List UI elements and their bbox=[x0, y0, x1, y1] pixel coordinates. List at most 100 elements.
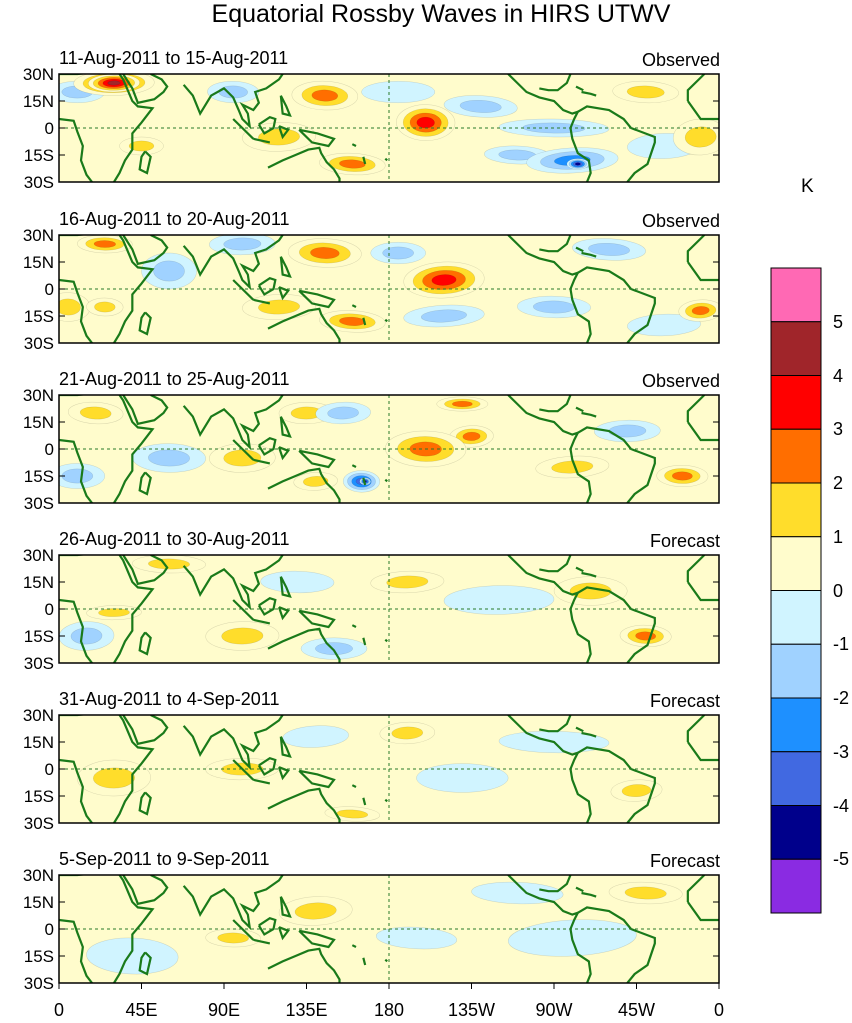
coastline bbox=[539, 74, 572, 92]
lat-label: 0 bbox=[44, 760, 54, 779]
anomaly-contour bbox=[61, 468, 94, 484]
coastline bbox=[59, 918, 93, 983]
coastline bbox=[279, 95, 292, 117]
coastline bbox=[232, 919, 255, 941]
colorbar-level-label: -4 bbox=[833, 795, 850, 816]
coastline bbox=[575, 886, 584, 893]
lat-label: 0 bbox=[44, 440, 54, 459]
coastline bbox=[267, 307, 341, 343]
lat-label: 15N bbox=[22, 573, 54, 592]
coastline bbox=[298, 929, 336, 949]
colorbar-swatch bbox=[770, 643, 822, 699]
panel-date-range: 26-Aug-2011 to 30-Aug-2011 bbox=[59, 529, 290, 549]
coastline bbox=[257, 436, 277, 456]
colorbar-swatch bbox=[770, 805, 822, 860]
coastline bbox=[182, 74, 284, 130]
lat-label: 30N bbox=[22, 546, 54, 565]
coastline bbox=[113, 555, 155, 663]
coastline bbox=[686, 741, 719, 762]
anomaly-contour bbox=[327, 406, 359, 420]
anomaly-contour bbox=[386, 575, 429, 589]
lat-label: 15S bbox=[23, 467, 54, 486]
colorbar-level-label: -2 bbox=[833, 688, 850, 708]
anomaly-contour bbox=[451, 400, 473, 408]
panel-type-label: Forecast bbox=[649, 851, 720, 871]
lat-label: 30N bbox=[22, 866, 54, 885]
lon-label: 180 bbox=[373, 1000, 405, 1020]
anomaly-contour bbox=[569, 582, 612, 600]
coastline bbox=[539, 715, 572, 733]
coastline bbox=[539, 555, 572, 573]
coastline bbox=[122, 875, 169, 906]
coastline bbox=[686, 421, 719, 442]
coastline bbox=[297, 69, 299, 73]
coastline bbox=[577, 746, 656, 823]
anomaly-contour bbox=[621, 784, 652, 797]
colorbar-level-label: -5 bbox=[833, 849, 850, 870]
anomaly-contour bbox=[260, 570, 335, 594]
coastline bbox=[279, 896, 292, 918]
anomaly-contour bbox=[684, 126, 717, 148]
coastline bbox=[351, 784, 357, 788]
anomaly-contour bbox=[93, 767, 135, 789]
figure-title: Equatorial Rossby Waves in HIRS UTWV bbox=[211, 0, 671, 28]
coastline bbox=[279, 256, 292, 278]
anomaly-contour bbox=[443, 585, 555, 615]
map-panel bbox=[58, 234, 720, 344]
panel-date-range: 11-Aug-2011 to 15-Aug-2011 bbox=[59, 48, 289, 68]
lat-label: 0 bbox=[44, 600, 54, 619]
coastline bbox=[279, 576, 292, 598]
lat-label: 15S bbox=[23, 627, 54, 646]
coastline bbox=[362, 797, 367, 806]
colorbar-swatch bbox=[770, 321, 822, 376]
lat-label: 30N bbox=[22, 386, 54, 405]
map-panel bbox=[58, 550, 720, 664]
coastline bbox=[113, 74, 155, 182]
anomaly-contour bbox=[223, 237, 262, 251]
lat-label: 30S bbox=[23, 974, 54, 993]
coastline bbox=[182, 235, 284, 291]
coastline bbox=[113, 875, 155, 983]
coastline bbox=[384, 958, 388, 963]
coastline bbox=[575, 726, 584, 733]
coastline bbox=[686, 555, 706, 582]
coastline bbox=[253, 938, 271, 945]
coastline bbox=[297, 550, 299, 554]
coastline bbox=[351, 464, 357, 468]
coastline bbox=[59, 598, 93, 663]
anomaly-contour bbox=[148, 558, 190, 570]
lat-label: 15N bbox=[22, 733, 54, 752]
panel-type-label: Observed bbox=[641, 211, 720, 231]
coastline bbox=[113, 395, 155, 503]
colorbar-level-label: 2 bbox=[833, 473, 844, 493]
lat-label: 30S bbox=[23, 173, 54, 192]
lat-label: 15N bbox=[22, 92, 54, 111]
anomaly-contour bbox=[361, 80, 436, 104]
anomaly-contour bbox=[431, 274, 457, 286]
lat-label: 15S bbox=[23, 787, 54, 806]
panel-content bbox=[59, 395, 719, 503]
lat-label: 0 bbox=[44, 280, 54, 299]
anomaly-contour bbox=[79, 406, 112, 420]
lat-label: 15S bbox=[23, 146, 54, 165]
colorbar-level-label: 4 bbox=[833, 365, 844, 386]
coastline bbox=[113, 715, 155, 823]
anomaly-contour bbox=[94, 301, 116, 313]
coastline bbox=[267, 467, 341, 503]
lon-label: 45E bbox=[125, 1000, 158, 1020]
lat-label: 30N bbox=[22, 226, 54, 245]
coastline bbox=[182, 715, 284, 771]
coastline bbox=[267, 947, 341, 983]
anomaly-contour bbox=[70, 627, 103, 645]
coastline bbox=[575, 566, 584, 573]
coastline bbox=[577, 906, 656, 983]
lat-label: 0 bbox=[44, 119, 54, 138]
coastline bbox=[257, 916, 277, 936]
coastline bbox=[113, 235, 155, 343]
coastline bbox=[138, 150, 152, 175]
panel-date-range: 5-Sep-2011 to 9-Sep-2011 bbox=[59, 849, 270, 869]
anomaly-contour bbox=[459, 99, 502, 113]
coastline bbox=[384, 318, 388, 323]
coastline bbox=[581, 251, 597, 258]
